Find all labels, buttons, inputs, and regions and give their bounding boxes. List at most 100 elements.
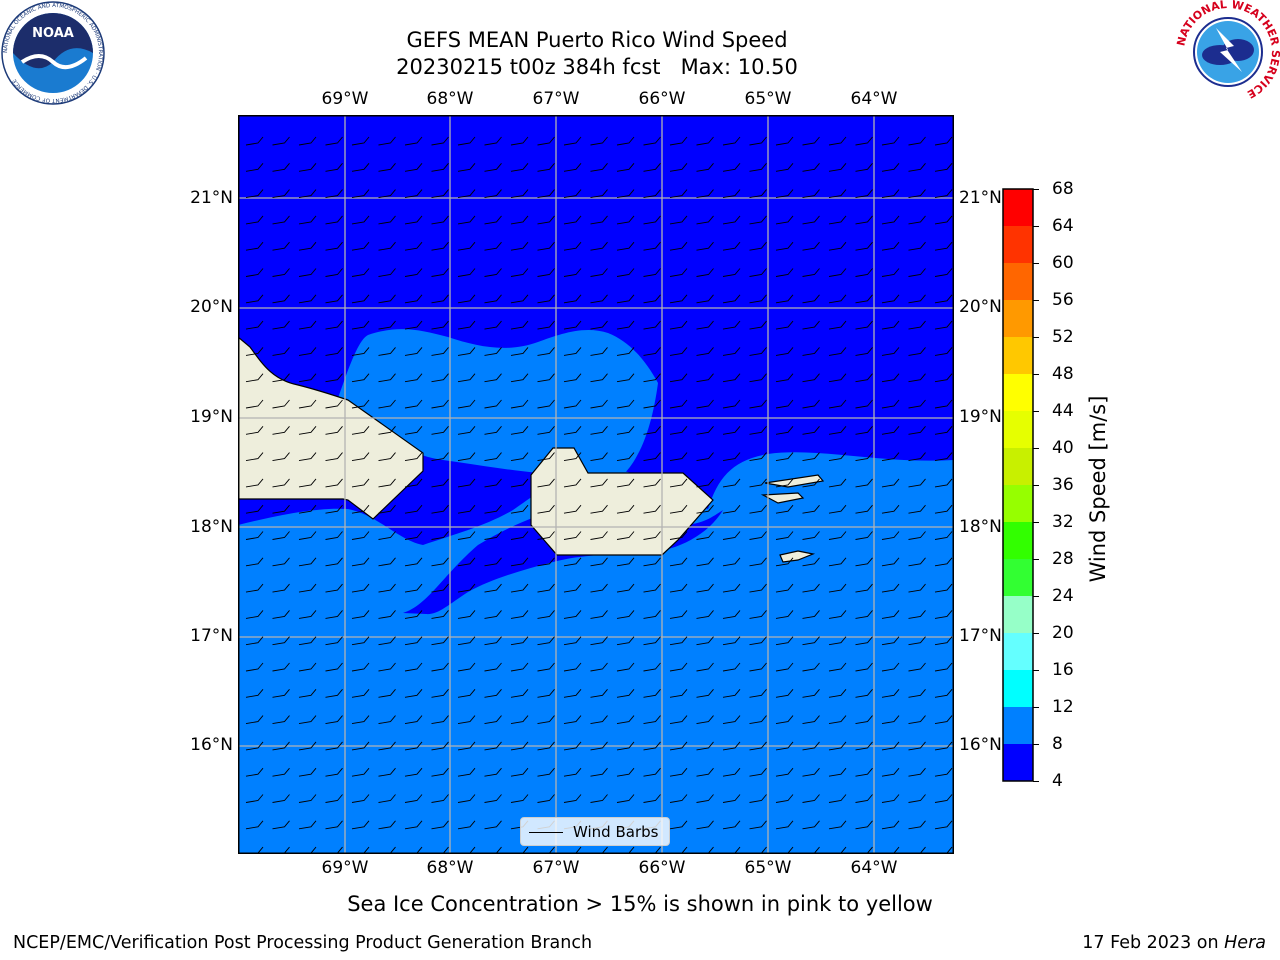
hispaniola-land — [238, 336, 424, 520]
wind-barb — [378, 689, 396, 698]
wind-barb — [431, 189, 449, 199]
wind-barb — [616, 215, 635, 225]
wind-barb — [272, 347, 290, 356]
wind-barb — [802, 662, 820, 672]
wind-barb — [616, 636, 635, 646]
colorbar-title: Wind Speed [m/s] — [1086, 395, 1110, 583]
wind-barb — [245, 662, 264, 672]
wind-barb — [272, 531, 290, 540]
wind-barb — [696, 163, 714, 172]
wind-barb — [272, 610, 290, 619]
wind-barb — [272, 426, 290, 435]
wind-barb — [431, 373, 449, 383]
wind-barb — [828, 715, 847, 725]
wind-barb — [378, 268, 396, 277]
wind-barb — [484, 504, 502, 514]
wind-barb — [775, 347, 794, 356]
wind-barb — [245, 583, 264, 593]
wind-barb — [378, 163, 396, 172]
wind-barb — [802, 715, 820, 725]
wind-barb — [378, 794, 396, 803]
wind-barb — [431, 504, 449, 514]
wind-barb — [749, 741, 767, 751]
wind-barb — [775, 794, 794, 803]
wind-barb — [855, 215, 873, 225]
wind-barb — [908, 268, 926, 277]
footer-date: 17 Feb 2023 on Hera — [1082, 932, 1266, 954]
wind-barb — [881, 662, 900, 672]
wind-barb — [563, 767, 582, 777]
colorbar-swatch — [1003, 670, 1033, 708]
wind-barb — [775, 399, 794, 409]
wind-barb — [749, 163, 767, 172]
wind-barb — [431, 163, 449, 172]
wind-barb — [696, 136, 714, 146]
wind-barb — [749, 241, 767, 251]
colorbar — [1002, 188, 1034, 782]
wind-barb — [510, 426, 529, 435]
wind-barb — [722, 452, 741, 462]
wind-barb — [245, 136, 264, 146]
wind-barb — [696, 320, 714, 330]
colorbar-swatch — [1003, 448, 1033, 486]
wind-barb — [802, 163, 820, 172]
wind-barb — [828, 741, 847, 751]
wind-barb — [828, 347, 847, 356]
wind-barb — [855, 504, 873, 514]
wind-barb — [245, 163, 264, 172]
wind-barb — [749, 452, 767, 462]
colorbar-swatch — [1003, 596, 1033, 634]
wind-barb — [722, 557, 741, 567]
wind-barb — [484, 294, 502, 304]
wind-barb — [828, 268, 847, 277]
wind-barb — [457, 399, 476, 409]
colorbar-tick-label: 32 — [1052, 512, 1074, 532]
wind-barb — [802, 215, 820, 225]
wind-barb — [722, 504, 741, 514]
wind-barb — [802, 583, 820, 593]
wind-barb — [351, 452, 370, 462]
wind-barb — [351, 320, 370, 330]
wind-barb — [802, 610, 820, 619]
wind-barb — [484, 215, 502, 225]
wind-barb — [272, 504, 290, 514]
wind-barb — [722, 215, 741, 225]
wind-barb — [404, 215, 423, 225]
wind-barb — [378, 531, 396, 540]
colorbar-tick-mark — [1033, 595, 1039, 597]
lon-label-top: 65°W — [744, 89, 792, 109]
wind-barb — [696, 662, 714, 672]
wind-barb — [563, 741, 582, 751]
wind-barb — [351, 689, 370, 698]
wind-barb — [775, 478, 794, 488]
wind-barb — [351, 215, 370, 225]
wind-barb — [696, 636, 714, 646]
wind-barb — [431, 689, 449, 698]
wind-barb — [855, 715, 873, 725]
wind-barb — [881, 636, 900, 646]
colorbar-tick-label: 52 — [1052, 327, 1074, 347]
lat-lon-grid — [238, 115, 954, 854]
wind-barb — [802, 399, 820, 409]
wind-barb — [828, 583, 847, 593]
wind-barb — [934, 478, 953, 488]
chart-subtitle: 20230215 t00z 384h fcst Max: 10.50 — [396, 55, 798, 79]
wind-barb — [245, 215, 264, 225]
wind-barb — [245, 320, 264, 330]
wind-barb — [696, 794, 714, 803]
wind-barb — [881, 583, 900, 593]
wind-barb — [510, 715, 529, 725]
wind-barb — [908, 347, 926, 356]
wind-barb — [325, 452, 343, 462]
wind-barb — [431, 215, 449, 225]
wind-barb — [722, 689, 741, 698]
colorbar-swatch — [1003, 744, 1033, 782]
wind-barb — [934, 820, 953, 830]
wind-barb — [431, 820, 449, 830]
wind-barb — [457, 320, 476, 330]
wind-barb — [722, 426, 741, 435]
wind-barb — [378, 189, 396, 199]
lon-label-bottom: 67°W — [532, 858, 580, 878]
wind-barb — [643, 215, 661, 225]
wind-barb — [510, 189, 529, 199]
